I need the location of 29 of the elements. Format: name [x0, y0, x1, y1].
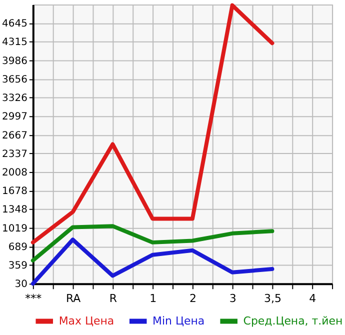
- y-tick-label: 2008: [2, 167, 28, 178]
- y-tick-label: 4645: [2, 18, 28, 30]
- y-tick-label: 3656: [2, 74, 28, 86]
- line-series: [30, 238, 274, 286]
- legend-label: Min Цена: [152, 314, 205, 328]
- x-tick-label: RA: [66, 292, 82, 306]
- y-tick-label: 689: [8, 242, 28, 253]
- y-tick-label: 1678: [2, 186, 28, 198]
- y-tick-label: 2337: [2, 148, 28, 160]
- legend-label: Сред.Цена, т.йен: [243, 314, 343, 328]
- x-tick-label: 4: [309, 292, 316, 306]
- y-tick-label: 359: [8, 260, 28, 272]
- x-tick-label: 3,5: [264, 292, 282, 306]
- y-tick-label: 2997: [2, 112, 28, 123]
- y-tick-label: 3986: [2, 56, 28, 67]
- y-tick-label: 4315: [2, 37, 28, 48]
- y-tick-label: 1348: [2, 204, 28, 216]
- y-tick-label: 3326: [2, 93, 28, 104]
- x-tick-label: 2: [189, 292, 196, 306]
- x-tick-label: ***: [25, 292, 42, 306]
- line-series: [30, 3, 274, 244]
- y-tick-label: 2667: [2, 130, 28, 142]
- line-series: [30, 224, 274, 263]
- x-tick-label: 1: [150, 292, 157, 306]
- x-tick-label: 3: [229, 292, 236, 306]
- y-tick-label: 30: [14, 279, 28, 290]
- y-tick-label: 1019: [2, 223, 28, 234]
- x-tick-label: R: [109, 292, 118, 306]
- legend-label: Max Цена: [58, 314, 114, 328]
